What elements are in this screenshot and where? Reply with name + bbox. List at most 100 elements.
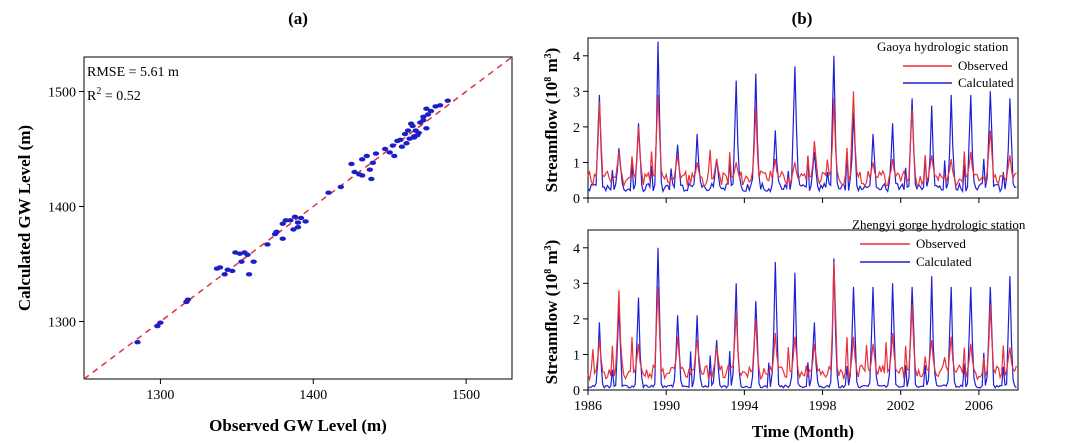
scatter-point <box>398 144 406 149</box>
scatter-point <box>157 320 164 325</box>
scatter-point <box>436 103 444 108</box>
scatter-point <box>389 143 396 148</box>
scatter-point <box>420 114 427 120</box>
gaoya-frame <box>587 37 1019 199</box>
scatter-point <box>302 219 309 224</box>
scatter-point <box>238 259 245 264</box>
panel-b-label: (b) <box>792 9 813 28</box>
scatter-point <box>184 297 192 302</box>
scatter-point <box>423 106 430 111</box>
gaoya-y-axis-title: Streamflow (108 m3) <box>542 48 561 193</box>
zhengyi-y-ticks: 0 1 2 3 4 <box>573 242 588 399</box>
x-tick-label: 1500 <box>452 388 480 403</box>
gaoya-y-ticks: 0 1 2 3 4 <box>573 50 588 207</box>
scatter-point <box>404 128 412 133</box>
y-tick-label: 4 <box>573 242 580 257</box>
scatter-point <box>351 169 358 175</box>
panel-a: (a) 1300 1400 1500 1300 1400 1500 RMSE = 5.6… <box>15 9 513 435</box>
panel-a-frame <box>83 56 513 380</box>
y-tick-label: 3 <box>573 277 580 292</box>
scatter-point <box>287 218 294 223</box>
plot-zhengyi: 0 1 2 3 4 1986 1990 1994 1998 2002 2006 Zhengyi g… <box>542 217 1026 441</box>
scatter-point <box>294 220 302 225</box>
y-tick-label: 1400 <box>48 201 76 216</box>
zhengyi-series <box>587 247 1017 389</box>
x-tick-label: 1990 <box>652 399 680 414</box>
scatter-point <box>297 215 305 221</box>
y-tick-label: 1 <box>573 156 580 171</box>
scatter-point <box>410 135 418 140</box>
scatter-point <box>420 118 427 123</box>
scatter-point <box>444 98 451 103</box>
y-tick-label: 1 <box>573 348 580 363</box>
scatter-point <box>423 126 430 131</box>
zhengyi-y-axis-title: Streamflow (108 m3) <box>542 240 561 385</box>
panel-b: (b) 0 1 2 3 4 Gaoya hydrologic station Obser… <box>542 9 1026 441</box>
y-axis-title: Calculated GW Level (m) <box>15 125 34 311</box>
zhengyi-legend-calculated: Calculated <box>916 254 972 269</box>
x-tick-label: 1400 <box>299 388 327 403</box>
y-tick-label: 0 <box>573 192 580 207</box>
scatter-point <box>359 173 366 178</box>
scatter-point <box>273 229 280 234</box>
scatter-point <box>369 160 377 165</box>
x-tick-label: 1994 <box>730 399 758 414</box>
scatter-point <box>221 272 228 277</box>
scatter-point <box>381 146 389 152</box>
x-tick-label: 1986 <box>574 399 602 414</box>
scatter-point <box>216 265 224 270</box>
scatter-point <box>245 272 253 277</box>
y-axis-ticks: 1300 1400 1500 <box>48 86 84 331</box>
scatter-points <box>134 98 451 345</box>
series-line-observed <box>587 91 1017 188</box>
zhengyi-frame <box>587 229 1019 391</box>
scatter-point <box>264 242 271 247</box>
scatter-point <box>244 252 251 257</box>
scatter-point <box>250 259 257 264</box>
series-line-calculated <box>587 247 1017 389</box>
x-tick-label: 1998 <box>809 399 837 414</box>
scatter-point <box>291 214 299 220</box>
zhengyi-title: Zhengyi gorge hydrologic station <box>852 217 1026 232</box>
x-tick-label: 2006 <box>965 399 993 414</box>
scatter-point <box>348 161 355 167</box>
y-tick-label: 2 <box>573 121 580 136</box>
x-axis-title-time: Time (Month) <box>752 422 854 441</box>
scatter-point <box>337 184 344 190</box>
scatter-point <box>229 268 236 274</box>
scatter-point <box>403 141 410 146</box>
scatter-point <box>366 167 374 172</box>
scatter-point <box>134 340 141 345</box>
scatter-point <box>397 137 404 142</box>
scatter-point <box>359 157 366 162</box>
series-line-observed <box>587 261 1017 382</box>
y-tick-label: 1300 <box>48 316 76 331</box>
scatter-point <box>290 227 297 232</box>
scatter-point <box>401 131 409 137</box>
scatter-point <box>363 153 370 159</box>
zhengyi-x-ticks: 1986 1990 1994 1998 2002 2006 <box>574 390 993 414</box>
y-tick-label: 4 <box>573 50 580 65</box>
scatter-point <box>386 150 393 155</box>
gaoya-x-ticks <box>587 198 980 203</box>
scatter-point <box>407 121 415 126</box>
r2-annotation: R2 = 0.52 <box>87 86 141 104</box>
scatter-point <box>279 236 286 241</box>
y-tick-label: 2 <box>573 313 580 328</box>
gaoya-title: Gaoya hydrologic station <box>877 39 1009 54</box>
gaoya-legend-observed: Observed <box>958 58 1008 73</box>
scatter-point <box>415 130 422 136</box>
x-axis-title: Observed GW Level (m) <box>209 416 387 435</box>
rmse-annotation: RMSE = 5.61 m <box>87 65 179 80</box>
gaoya-legend-calculated: Calculated <box>958 75 1014 90</box>
scatter-point <box>391 153 398 159</box>
scatter-point <box>372 151 380 156</box>
x-tick-label: 2002 <box>887 399 915 414</box>
y-tick-label: 0 <box>573 384 580 399</box>
y-tick-label: 1500 <box>48 86 76 101</box>
panel-a-label: (a) <box>288 9 308 28</box>
x-tick-label: 1300 <box>146 388 174 403</box>
scatter-point <box>424 112 432 117</box>
